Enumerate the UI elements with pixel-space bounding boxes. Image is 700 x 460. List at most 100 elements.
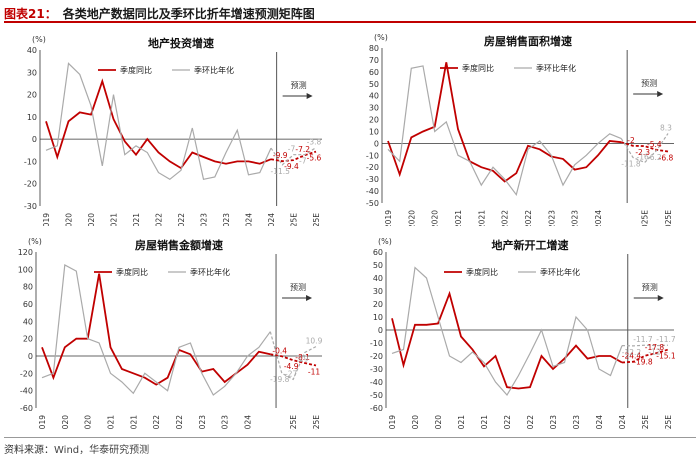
chart-new-starts: (%) 地产新开工增速 -60 -50 -40 -30 -20 -10 0 10 20 30 40 50 6…	[352, 230, 696, 430]
y-tick-label: -20	[370, 352, 383, 361]
series-forecast-line-yoy	[270, 150, 317, 163]
series-forecast-line-qoq	[269, 331, 317, 381]
y-tick-label: -60	[370, 404, 383, 413]
legend-label-qoq: 季环比年化	[540, 267, 580, 277]
x-tick-label: 2Q2023	[200, 213, 209, 226]
y-tick-label: 70	[369, 56, 379, 65]
chart-sales-area: (%) 房屋销售面积增速 -50 -40 -30 -20 -10 0 10 20 30 40 50 60 7…	[352, 28, 696, 226]
x-tick-label: 2Q2022	[503, 415, 512, 430]
x-tick-label: 4Q2021	[477, 210, 486, 226]
forecast-arrow-head	[306, 295, 313, 301]
y-tick-label: 10	[369, 127, 379, 136]
x-tick-label: 2Q2025E	[289, 415, 298, 430]
data-label-qoq: -16	[637, 152, 649, 161]
x-tick-label: 4Q2025E	[312, 415, 321, 430]
unit-label: (%)	[378, 237, 392, 246]
chart-investment: (%) 地产投资增速 -30 -20 -10 0 10 20 30 40 4Q2019 2Q2020 4…	[4, 28, 344, 226]
data-label-yoy: -7.2	[295, 145, 310, 154]
series-line-qoq	[41, 264, 271, 396]
data-label-qoq: -19.8	[270, 375, 290, 384]
forecast-label: 预测	[290, 282, 306, 292]
y-tick-label: 40	[373, 274, 383, 283]
unit-label: (%)	[32, 35, 46, 44]
x-tick-label: 4Q2021	[132, 213, 141, 226]
series-line-yoy	[391, 290, 623, 390]
data-label-yoy: -5.4	[647, 140, 662, 149]
y-tick-label: 80	[369, 44, 379, 53]
x-tick-label: 4Q2019	[384, 210, 393, 226]
x-tick-label: 4Q2025E	[664, 210, 673, 226]
x-tick-label: 4Q2020	[431, 210, 440, 226]
legend-label-qoq: 季环比年化	[536, 63, 576, 73]
x-tick-label: 2Q2025E	[641, 415, 650, 430]
y-tick-label: 30	[373, 287, 383, 296]
y-tick-label: -50	[370, 391, 383, 400]
chart-title: 房屋销售面积增速	[484, 34, 572, 48]
chart-sales-value-svg: (%) 房屋销售金额增速 -60 -40 -20 0 20 40 60 80 100 120 4Q201…	[18, 237, 323, 430]
x-tick-label: 2Q2023	[547, 210, 556, 226]
chart-new-starts-svg: (%) 地产新开工增速 -60 -50 -40 -30 -20 -10 0 10 20 30 40 50 6…	[370, 237, 676, 430]
data-label-yoy: -9.9	[273, 151, 288, 160]
y-tick-label: -40	[370, 378, 383, 387]
x-tick-label: 2Q2023	[549, 415, 558, 430]
x-tick-label: 4Q2021	[129, 415, 138, 430]
series-line-qoq	[45, 62, 272, 181]
x-tick-label: 4Q2023	[222, 213, 231, 226]
data-label-yoy: -24.4	[622, 352, 642, 361]
x-tick-label: 2Q2021	[110, 213, 119, 226]
y-tick-label: 80	[23, 283, 33, 292]
x-tick-label: 4Q2022	[526, 415, 535, 430]
y-tick-label: -10	[370, 339, 383, 348]
chart-title: 地产投资增速	[148, 36, 214, 50]
y-tick-label: 40	[23, 317, 33, 326]
data-label-yoy: -0.4	[272, 346, 287, 355]
data-label-yoy: -17.8	[645, 343, 665, 352]
y-tick-label: 20	[23, 335, 33, 344]
y-tick-label: 0	[378, 326, 383, 335]
y-tick-label: 0	[28, 352, 33, 361]
y-tick-label: -20	[366, 163, 379, 172]
y-tick-label: -10	[366, 151, 379, 160]
x-tick-label: 2Q2025E	[290, 213, 299, 226]
y-tick-label: 20	[373, 300, 383, 309]
series-line-qoq	[391, 266, 623, 397]
series-forecast-line-yoy	[621, 141, 669, 153]
y-tick-label: 30	[27, 68, 37, 77]
legend-label-yoy: 季度同比	[462, 63, 494, 73]
figure-label: 图表21：	[4, 7, 57, 21]
x-tick-label: 2Q2021	[454, 210, 463, 226]
x-tick-label: 4Q2023	[572, 415, 581, 430]
chart-sales-area-svg: (%) 房屋销售面积增速 -50 -40 -30 -20 -10 0 10 20 30 40 50 60 7…	[366, 33, 674, 226]
source-label: 资料来源：	[4, 445, 54, 456]
x-tick-label: 2Q2020	[65, 213, 74, 226]
data-label-qoq: -11.7	[633, 335, 653, 344]
data-label-yoy: -15.1	[656, 352, 676, 361]
data-label-qoq: -11.5	[271, 167, 291, 176]
data-label-qoq: -6.2	[647, 153, 662, 162]
series-line-qoq	[387, 65, 622, 197]
x-tick-label: 4Q2021	[480, 415, 489, 430]
y-tick-label: 60	[23, 300, 33, 309]
unit-label: (%)	[374, 33, 388, 42]
unit-label: (%)	[28, 237, 42, 246]
x-tick-label: 2Q2024	[245, 213, 254, 226]
y-tick-label: 10	[27, 113, 37, 122]
y-tick-label: -40	[366, 187, 379, 196]
data-label-qoq: 8.3	[660, 123, 672, 132]
y-tick-label: -20	[20, 369, 33, 378]
series-forecast-line-yoy	[621, 348, 669, 364]
series-line-yoy	[41, 273, 271, 386]
data-label-yoy: -2.3	[635, 148, 650, 157]
series-line-yoy	[45, 78, 272, 170]
chart-title: 房屋销售金额增速	[135, 238, 223, 252]
x-tick-label: 2Q2022	[501, 210, 510, 226]
legend-label-yoy: 季度同比	[120, 65, 152, 75]
y-tick-label: 0	[374, 139, 379, 148]
x-tick-label: 4Q2023	[221, 415, 230, 430]
series-forecast-line-qoq	[270, 147, 317, 166]
forecast-label: 预测	[641, 78, 657, 88]
x-tick-label: 4Q2024	[267, 213, 276, 226]
x-tick-label: 4Q2022	[177, 213, 186, 226]
forecast-arrow-head	[306, 93, 313, 99]
x-tick-label: 2Q2022	[155, 213, 164, 226]
